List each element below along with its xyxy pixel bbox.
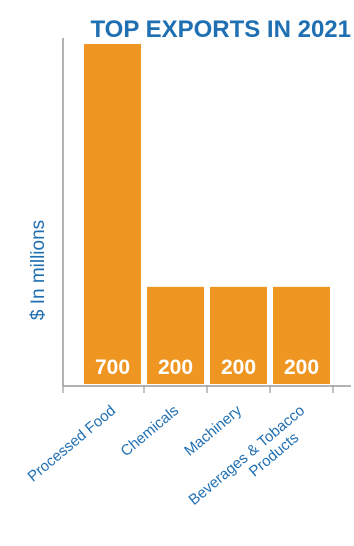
x-tick-label: Machinery [181,402,245,460]
plot-area: 700 Processed Food 200 Chemicals 200 Machiner… [24,38,351,509]
bar-value-label: 700 [95,356,130,379]
x-tick-label: Beverages & Tobacco [186,402,309,509]
bar [273,286,330,384]
bar [147,286,204,384]
category-label: Chemicals [117,402,182,460]
bar-value-label: 200 [221,356,256,379]
category-label: Machinery [181,402,245,460]
category-label: Processed Food [24,402,119,485]
x-tick-label: Chemicals [117,402,182,460]
x-tick-label: Processed Food [24,402,119,485]
bar [210,286,267,384]
bar-value-label: 200 [158,356,193,379]
chart-title: TOP EXPORTS IN 2021 [90,16,351,43]
bar-value-label: 200 [284,356,319,379]
bar [84,44,141,384]
y-axis-label: $ In millions [28,220,49,320]
